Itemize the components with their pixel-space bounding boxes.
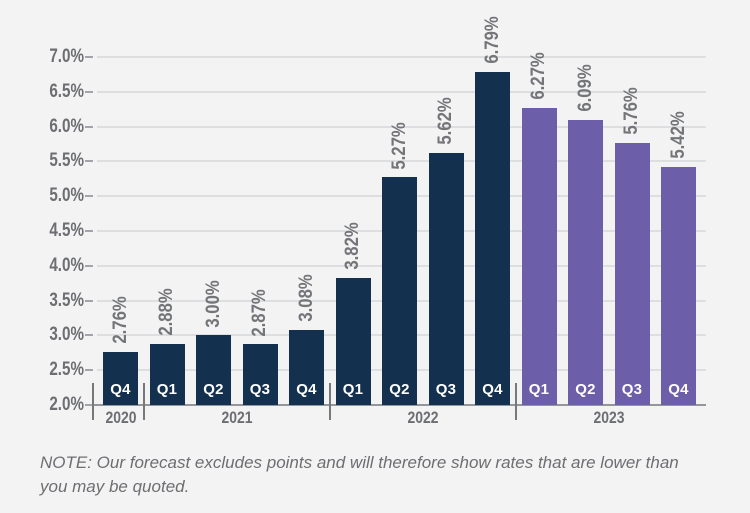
bar-q4-2023: Q4 5.42%	[661, 111, 696, 405]
bar-quarter-label: Q4	[110, 380, 131, 398]
bar-value-label: 6.09%	[574, 64, 596, 113]
bar-q1-2021: Q1 2.88%	[149, 288, 185, 405]
y-axis-label: 5.5%	[49, 150, 84, 172]
bar-q1-2022: Q1 3.82%	[335, 223, 371, 405]
bar-q2-2022: Q2 5.27%	[382, 122, 417, 405]
y-axis-label: 3.5%	[49, 289, 84, 311]
bar-quarter-label: Q4	[296, 380, 317, 398]
bar-q3-2021: Q3 2.87%	[242, 289, 278, 405]
y-axis-label: 6.5%	[49, 80, 84, 102]
y-axis-label: 6.0%	[49, 115, 84, 137]
bar-q4-2022: Q4 6.79%	[475, 16, 510, 405]
y-axis-label: 4.0%	[49, 254, 84, 276]
y-axis-tick	[85, 125, 93, 128]
year-label-2023: 2023	[593, 408, 625, 427]
bar-quarter-label: Q2	[575, 380, 596, 398]
y-axis-tick	[85, 299, 93, 302]
y-axis-label: 4.5%	[49, 220, 84, 241]
y-axis-label: 2.0%	[49, 394, 84, 415]
gridline	[97, 56, 706, 58]
bar-quarter-label: Q4	[482, 380, 503, 398]
y-axis-tick	[85, 230, 93, 232]
bar-quarter-label: Q1	[528, 380, 550, 398]
y-axis-label: 2.5%	[49, 359, 84, 381]
y-axis-tick	[85, 369, 93, 372]
bar-value-label: 2.88%	[156, 288, 177, 336]
year-label-2020: 2020	[104, 408, 137, 427]
bar-value-label: 6.79%	[481, 15, 503, 64]
gridline	[97, 160, 706, 163]
bar-value-label: 6.27%	[528, 52, 549, 100]
bar-quarter-label: Q2	[389, 380, 410, 398]
bar-quarter-label: Q1	[342, 380, 364, 398]
y-axis-tick	[85, 160, 93, 163]
year-label-2021: 2021	[221, 408, 253, 427]
bar-value-label: 5.76%	[621, 87, 642, 136]
bar-quarter-label: Q1	[156, 380, 178, 398]
gridline	[97, 125, 706, 128]
x-axis-line	[93, 404, 706, 406]
year-divider-tick	[92, 383, 94, 420]
bar-q2-2023: Q2 6.09%	[568, 65, 603, 405]
y-axis-tick	[85, 56, 93, 58]
y-axis-label: 7.0%	[49, 46, 84, 67]
y-axis-tick	[85, 264, 93, 267]
y-axis-tick	[85, 334, 93, 337]
bar-value-label: 5.27%	[388, 121, 410, 170]
bar-value-label: 3.08%	[295, 274, 317, 322]
bar-quarter-label: Q3	[249, 380, 271, 398]
footnote: NOTE: Our forecast excludes points and w…	[40, 453, 679, 497]
bar-value-label: 2.87%	[249, 288, 270, 337]
bar-quarter-label: Q3	[621, 380, 643, 398]
y-axis-label: 3.0%	[49, 324, 84, 346]
y-axis-tick	[85, 90, 93, 93]
bar-quarter-label: Q4	[668, 380, 689, 398]
bar-q3-2023: Q3 5.76%	[614, 88, 650, 405]
year-divider-tick	[328, 383, 331, 420]
year-divider-tick	[142, 383, 145, 420]
bar-quarter-label: Q3	[435, 380, 457, 398]
bar-value-label: 3.00%	[202, 279, 224, 328]
gridline	[97, 90, 706, 93]
year-divider-tick	[514, 383, 517, 420]
y-axis-tick	[85, 404, 93, 406]
bar-q2-2021: Q2 3.00%	[196, 280, 231, 405]
year-label-2022: 2022	[407, 408, 439, 427]
bar-value-label: 2.76%	[109, 296, 131, 344]
bar-q1-2023: Q1 6.27%	[521, 52, 557, 405]
y-axis-tick	[85, 195, 93, 198]
bar-value-label: 3.82%	[342, 222, 363, 271]
bar-value-label: 5.42%	[667, 111, 689, 159]
bar-value-label: 5.62%	[435, 97, 456, 145]
bar-q4-2021: Q4 3.08%	[289, 274, 324, 405]
y-axis-label: 5.0%	[49, 185, 84, 207]
bar-quarter-label: Q2	[203, 380, 224, 398]
bar-q4-2020: Q4 2.76%	[103, 296, 138, 405]
bar-q3-2022: Q3 5.62%	[428, 97, 464, 405]
